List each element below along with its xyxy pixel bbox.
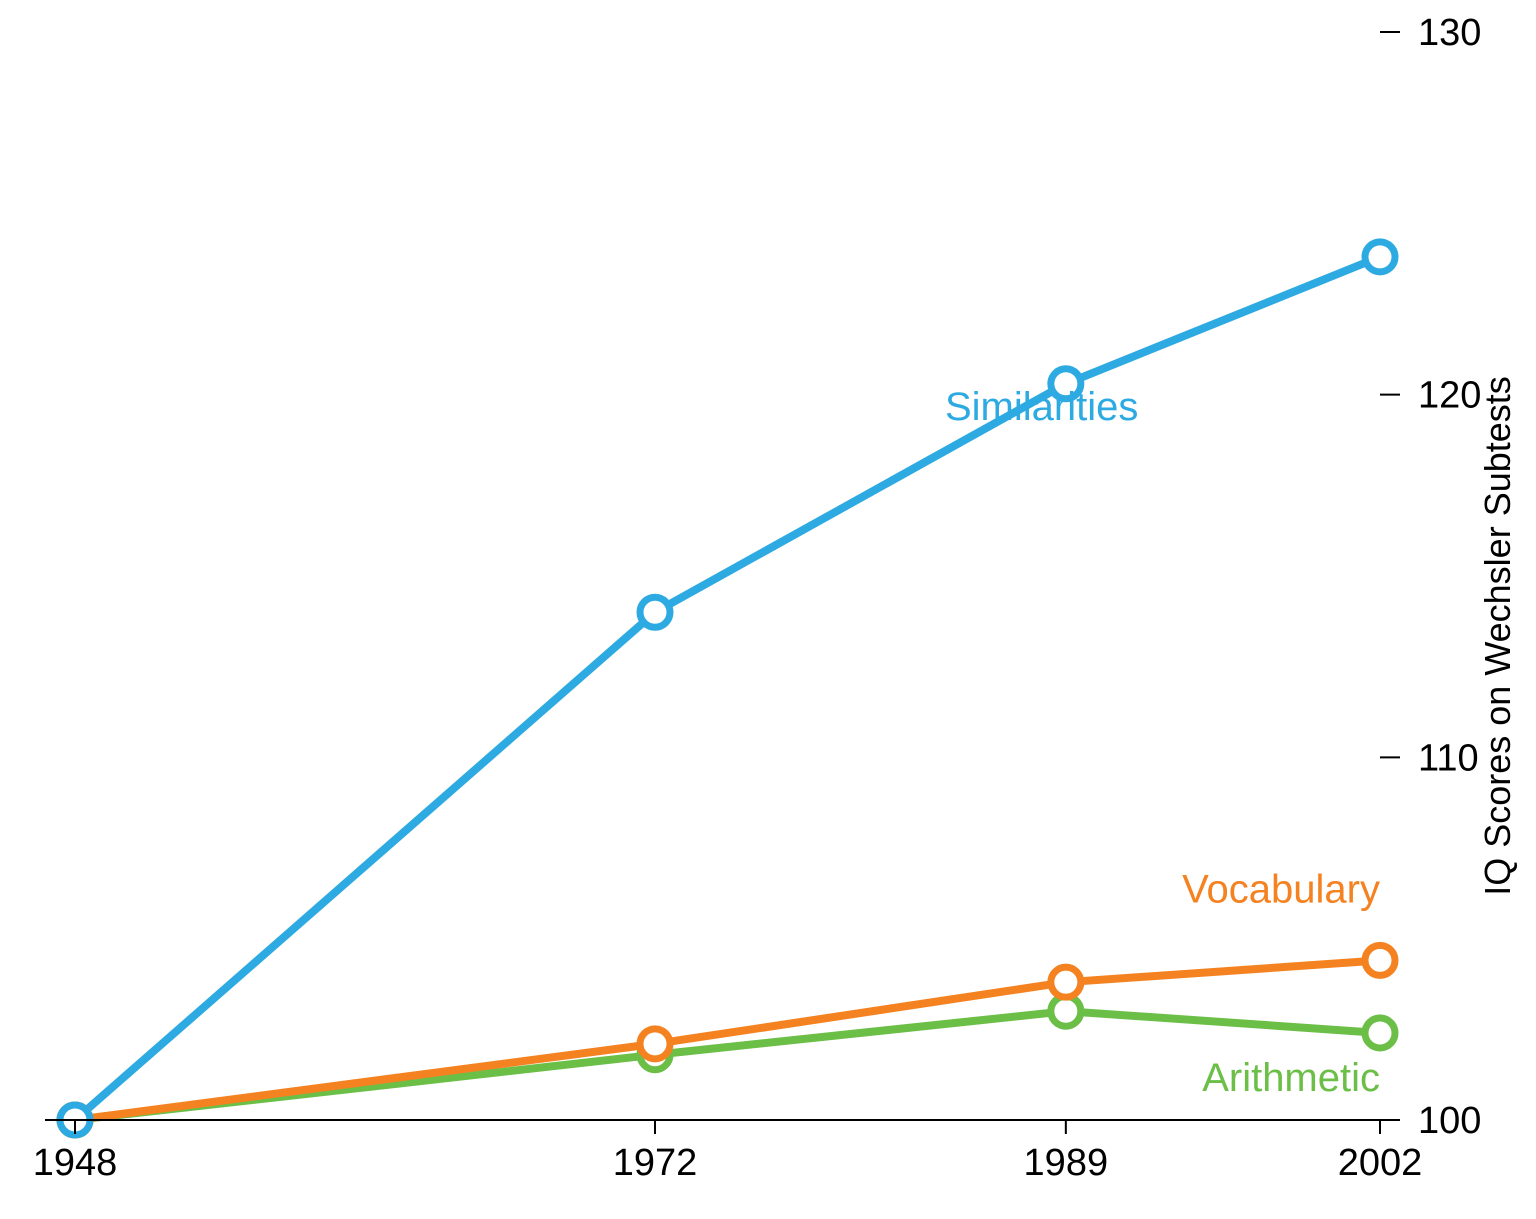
series-label-similarities: Similarities [945,385,1138,429]
x-tick-label: 2002 [1338,1142,1423,1184]
series-label-vocabulary: Vocabulary [1182,867,1380,911]
x-tick-label: 1989 [1024,1142,1109,1184]
x-tick-label: 1948 [33,1142,118,1184]
series-marker-similarities [1365,242,1395,272]
x-tick-label: 1972 [613,1142,698,1184]
y-axis-title: IQ Scores on Wechsler Subtests [1477,376,1518,896]
series-marker-vocabulary [640,1029,670,1059]
y-tick-label: 130 [1418,12,1481,54]
series-marker-similarities [640,597,670,627]
series-marker-arithmetic [1365,1018,1395,1048]
y-tick-label: 100 [1418,1100,1481,1142]
series-marker-vocabulary [1051,967,1081,997]
chart-background [0,0,1536,1219]
y-tick-label: 110 [1418,737,1479,779]
series-marker-arithmetic [1051,996,1081,1026]
y-tick-label: 120 [1418,375,1481,417]
chart-svg: 1948 1972 1989 2002100 110 120 130 IQ Scores on… [0,0,1536,1219]
iq-subtests-chart: 1948 1972 1989 2002100 110 120 130 IQ Scores on… [0,0,1536,1219]
series-marker-vocabulary [1365,945,1395,975]
series-label-arithmetic: Arithmetic [1202,1056,1380,1100]
